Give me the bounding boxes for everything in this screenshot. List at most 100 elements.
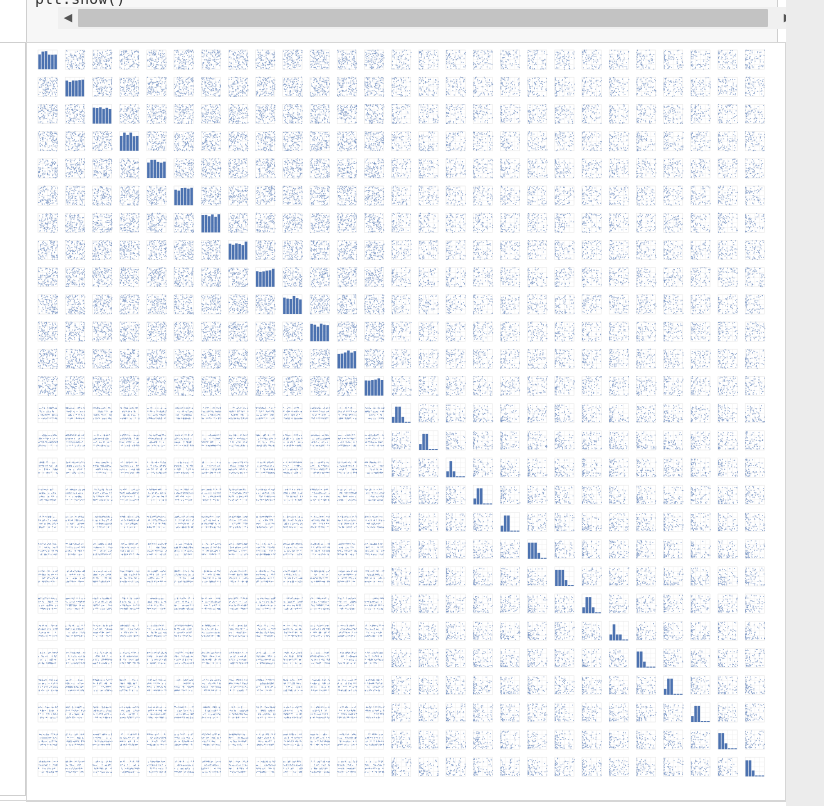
pairplot-panel-r0-c0 [37, 49, 58, 70]
scatter-points [228, 624, 248, 637]
scatter-points [65, 185, 86, 206]
scatter-points [282, 131, 303, 151]
scatter-points [201, 461, 221, 474]
scatter-points [690, 567, 709, 586]
pairplot-panel-r23-c6 [200, 675, 221, 696]
scatter-points [282, 240, 303, 260]
pairplot-panel-r22-c8 [255, 648, 276, 668]
pairplot-panel-r21-c0 [37, 620, 58, 641]
pairplot-panel-r26-c6 [200, 756, 221, 777]
scatter-points [228, 679, 248, 692]
scatter-points [663, 432, 683, 450]
histogram-bar [428, 449, 432, 450]
histogram-bar [531, 542, 534, 559]
scatter-points [473, 240, 493, 260]
scatter-points [500, 676, 520, 695]
scatter-points [364, 267, 384, 288]
scatter-points [527, 595, 548, 613]
scatter-points [500, 730, 521, 749]
scatter-points [418, 185, 439, 206]
pairplot-panel-r25-c13 [391, 729, 412, 750]
histogram-bar [558, 569, 561, 586]
scatter-points [38, 321, 58, 342]
pairplot-panel-r16-c1 [64, 484, 85, 505]
scatter-points [38, 515, 58, 529]
pairplot-panel-r26-c18 [527, 756, 548, 777]
pairplot-panel-r16-c8 [255, 484, 276, 505]
scatter-points [663, 594, 684, 613]
pairplot-panel-r17-c3 [119, 512, 140, 532]
pairplot-panel-r24-c4 [146, 702, 167, 723]
scatter-points [92, 679, 113, 692]
scatter-points [146, 376, 167, 396]
pairplot-panel-r10-c23 [663, 321, 684, 342]
pairplot-panel-r5-c1 [64, 185, 86, 206]
scatter-points [609, 567, 630, 586]
pairplot-panel-r20-c26 [744, 593, 765, 614]
pairplot-panel-r2-c0 [37, 104, 58, 124]
scatter-points [283, 348, 303, 369]
pairplot-panel-r21-c12 [364, 620, 384, 641]
pairplot-panel-r11-c16 [472, 348, 493, 369]
scatter-points [554, 404, 574, 423]
scatter-points [745, 158, 764, 179]
pairplot-panel-r5-c18 [527, 185, 548, 206]
pairplot-panel-r21-c24 [690, 620, 711, 641]
window-scroll-gutter[interactable] [786, 0, 824, 806]
scatter-points [745, 104, 765, 124]
scatter-points [609, 77, 630, 97]
histogram-bar [180, 188, 184, 206]
scatter-points [636, 376, 657, 396]
histogram-bar [337, 353, 341, 369]
horizontal-scrollbar[interactable]: ◀ ▶ [58, 7, 798, 29]
scatter-points [663, 240, 683, 260]
histogram-bar [564, 580, 568, 586]
scatter-points [174, 349, 194, 369]
pairplot-panel-r6-c2 [92, 212, 113, 233]
scatter-points [174, 597, 194, 610]
pairplot-panel-r12-c12 [364, 376, 384, 396]
pairplot-panel-r9-c26 [744, 294, 765, 315]
scatter-points [65, 624, 86, 637]
histogram-bar [561, 569, 565, 586]
scroll-left-arrow-icon[interactable]: ◀ [58, 7, 78, 29]
pairplot-panel-r5-c3 [119, 185, 140, 206]
pairplot-panel-r15-c22 [636, 457, 657, 478]
pairplot-panel-r8-c2 [92, 267, 113, 288]
scatter-points [446, 567, 465, 586]
scatter-points [527, 131, 548, 152]
pairplot-panel-r12-c16 [472, 376, 493, 396]
scatter-points [38, 185, 58, 206]
pairplot-panel-r23-c18 [527, 675, 548, 696]
scatter-points [228, 543, 249, 556]
scatter-points [446, 730, 466, 749]
scatter-points [418, 758, 439, 776]
pairplot-panel-r22-c13 [391, 648, 412, 668]
scatter-points [690, 485, 711, 504]
scatter-points [500, 623, 521, 640]
pairplot-panel-r10-c4 [146, 321, 167, 342]
scatter-points [391, 594, 412, 613]
pairplot-panel-r21-c26 [744, 620, 765, 641]
histogram-bar [380, 379, 384, 396]
pairplot-panel-r14-c23 [663, 430, 684, 451]
pairplot-panel-r5-c19 [554, 185, 575, 206]
histogram-bar [364, 380, 368, 396]
scatter-points [174, 706, 194, 719]
pairplot-panel-r18-c1 [64, 539, 86, 560]
scatter-points [527, 104, 548, 124]
scatter-points [636, 513, 656, 531]
scatter-points [718, 540, 738, 559]
pairplot-panel-r5-c20 [581, 185, 602, 206]
pairplot-panel-r12-c1 [64, 376, 86, 396]
scrollbar-thumb[interactable] [78, 9, 768, 27]
pairplot-panel-r25-c24 [690, 729, 711, 750]
pairplot-panel-r18-c4 [146, 539, 167, 560]
pairplot-panel-r19-c22 [636, 566, 657, 587]
scatter-points [364, 488, 385, 501]
pairplot-panel-r9-c24 [690, 294, 711, 315]
scatter-points [337, 376, 358, 396]
pairplot-panel-r9-c8 [255, 294, 276, 315]
scatter-points [527, 458, 548, 477]
code-cell[interactable]: plt.show() ◀ ▶ [26, 0, 798, 44]
